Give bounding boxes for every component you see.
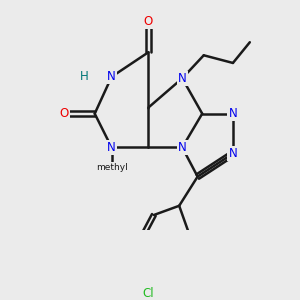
- Text: O: O: [144, 15, 153, 28]
- Text: H: H: [80, 70, 89, 83]
- Text: N: N: [178, 72, 187, 85]
- Text: N: N: [229, 147, 237, 160]
- Text: N: N: [229, 107, 237, 120]
- Text: Cl: Cl: [143, 287, 154, 300]
- Text: N: N: [107, 70, 116, 83]
- Text: methyl: methyl: [96, 163, 128, 172]
- Text: N: N: [107, 141, 116, 154]
- Text: O: O: [59, 107, 69, 120]
- Text: N: N: [178, 141, 187, 154]
